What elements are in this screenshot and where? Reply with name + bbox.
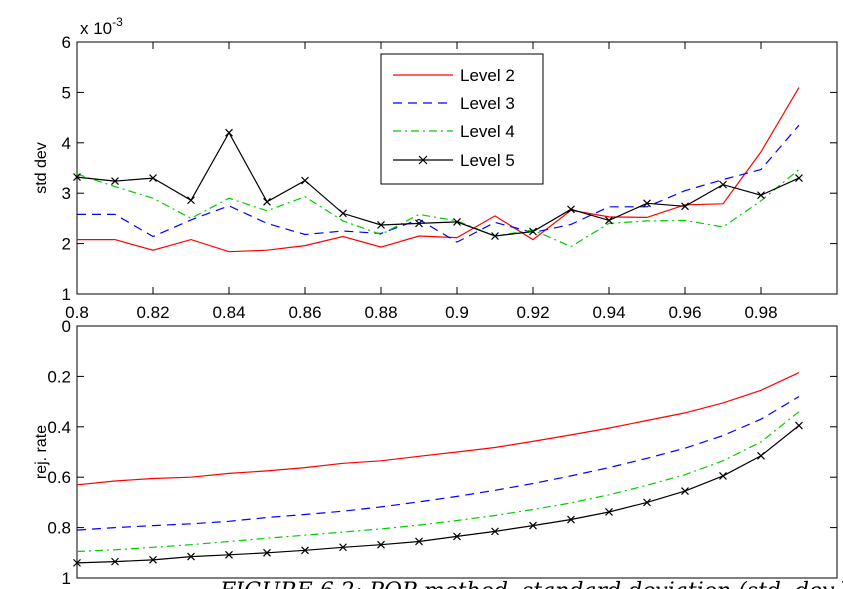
legend-label-level-3: Level 3 (460, 94, 515, 113)
data-point-marker-level-5 (377, 540, 385, 549)
legend: Level 2 Level 3 Level 4 Level 5 (380, 53, 544, 185)
y-tick-label: 3 (62, 184, 71, 203)
data-point-marker-level-5 (73, 558, 81, 567)
rejection-rate-plot: 0 0.2 0.4 0.6 0.8 1 rej. rate (33, 317, 838, 588)
data-point-marker-level-5 (111, 177, 119, 186)
data-point-marker-level-5 (719, 180, 727, 189)
series-line-level-3 (76, 396, 800, 531)
data-point-marker-level-5 (529, 227, 537, 236)
legend-marker-level-5 (418, 155, 428, 165)
y-tick-label: 0.2 (47, 367, 71, 386)
x-tick-label: 0.88 (364, 303, 397, 322)
data-point-marker-level-5 (757, 451, 765, 460)
rejection-rate-y-ticks: 0 0.2 0.4 0.6 0.8 1 (47, 317, 837, 588)
data-point-marker-level-5 (301, 546, 309, 555)
exponent-label: x 10-3 (80, 15, 123, 38)
y-tick-label: 1 (62, 285, 71, 304)
series-line-level-2 (77, 87, 800, 253)
x-tick-label: 0.86 (288, 303, 321, 322)
data-point-marker-level-5 (795, 174, 803, 183)
data-point-marker-level-5 (301, 176, 309, 185)
data-point-marker-level-5 (187, 552, 195, 561)
legend-label-level-5: Level 5 (460, 151, 515, 170)
data-point-marker-level-5 (529, 521, 537, 530)
y-tick-label: 1 (62, 569, 71, 588)
data-point-marker-level-5 (605, 216, 613, 225)
std-dev-x-ticks: 0.8 0.82 0.84 0.86 0.88 0.9 0.92 0.94 0.96 0.98 (65, 42, 778, 322)
y-tick-label: 4 (62, 134, 71, 153)
data-point-marker-level-5 (149, 555, 157, 564)
data-point-marker-level-5 (73, 173, 81, 181)
data-point-marker-level-5 (567, 515, 575, 524)
x-tick-label: 0.96 (668, 303, 701, 322)
data-point-marker-level-5 (187, 196, 195, 205)
legend-label-level-2: Level 2 (460, 66, 515, 85)
std-dev-plot: 1 2 3 4 5 6 0.8 0.82 0.84 0.86 0.88 0.9 0.92 0.94 0.9… (33, 15, 838, 322)
x-tick-label: 0.98 (744, 303, 777, 322)
std-dev-y-axis-label: std dev (33, 142, 50, 194)
rejection-rate-series (73, 372, 803, 567)
x-tick-label: 0.82 (136, 303, 169, 322)
data-point-marker-level-5 (263, 197, 271, 206)
series-line-level-2 (76, 372, 800, 486)
data-point-marker-level-5 (453, 218, 461, 226)
data-point-marker-level-5 (415, 537, 423, 546)
y-tick-label: 6 (62, 33, 71, 52)
series-line-level-5 (76, 131, 800, 237)
data-point-marker-level-5 (263, 548, 271, 557)
data-point-marker-level-5 (719, 472, 727, 480)
data-point-marker-level-5 (643, 199, 651, 208)
y-tick-label: 0 (62, 317, 71, 336)
series-line-level-4 (76, 169, 800, 248)
data-point-marker-level-5 (681, 487, 689, 495)
data-point-marker-level-5 (453, 532, 461, 541)
data-point-marker-level-5 (795, 421, 803, 430)
figure-caption: FIGURE 6.2: POP method, standard deviati… (219, 579, 843, 589)
data-point-marker-level-5 (339, 543, 347, 552)
x-tick-label: 0.8 (65, 303, 89, 322)
y-tick-label: 0.4 (47, 418, 71, 437)
std-dev-series (73, 87, 803, 253)
data-point-marker-level-5 (605, 508, 613, 516)
data-point-marker-level-5 (225, 128, 233, 137)
data-point-marker-level-5 (111, 557, 119, 566)
data-point-marker-level-5 (415, 219, 423, 228)
x-tick-label: 0.9 (445, 303, 469, 322)
data-point-marker-level-5 (225, 550, 233, 559)
series-line-level-4 (76, 411, 800, 553)
x-tick-label: 0.92 (516, 303, 549, 322)
data-point-marker-level-5 (491, 232, 499, 240)
y-tick-label: 2 (62, 235, 71, 254)
x-tick-label: 0.84 (212, 303, 245, 322)
x-tick-label: 0.94 (592, 303, 625, 322)
rejection-rate-y-axis-label: rej. rate (33, 425, 50, 479)
caption-background (215, 580, 843, 589)
data-point-marker-level-5 (339, 209, 347, 218)
data-point-marker-level-5 (491, 527, 499, 536)
data-point-marker-level-5 (377, 221, 385, 229)
legend-label-level-4: Level 4 (460, 122, 515, 141)
y-tick-label: 5 (62, 83, 71, 102)
series-line-level-5 (76, 425, 800, 564)
data-point-marker-level-5 (757, 191, 765, 200)
data-point-marker-level-5 (681, 202, 689, 211)
legend-box (380, 53, 544, 185)
std-dev-y-ticks: 1 2 3 4 5 6 (62, 33, 837, 304)
data-point-marker-level-5 (567, 205, 575, 214)
data-point-marker-level-5 (643, 498, 651, 507)
data-point-marker-level-5 (149, 174, 157, 183)
y-tick-label: 0.6 (47, 468, 71, 487)
y-tick-label: 0.8 (47, 519, 71, 538)
